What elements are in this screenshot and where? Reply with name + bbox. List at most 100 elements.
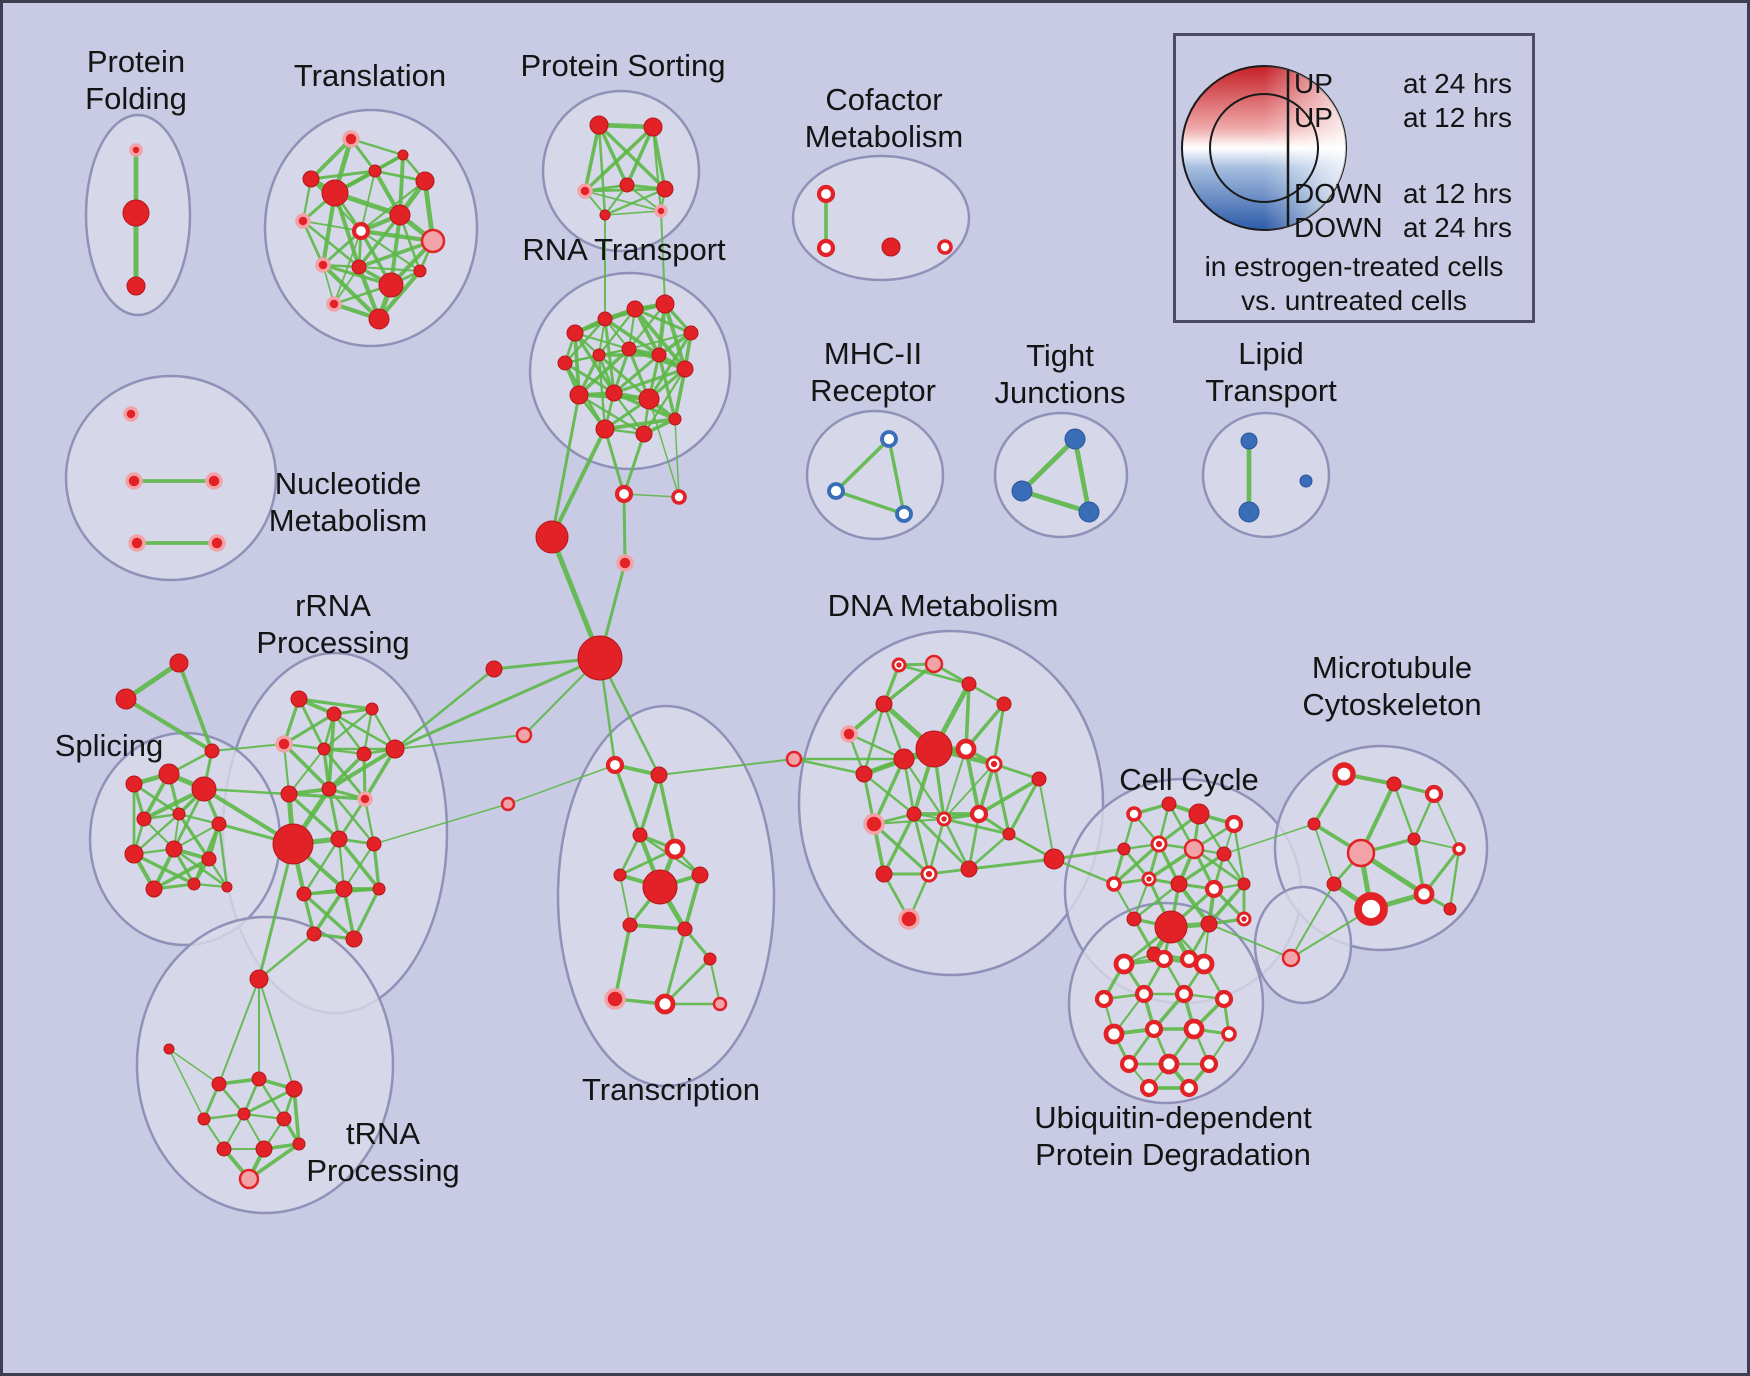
label-line: Processing	[256, 625, 410, 660]
gene-node	[621, 341, 637, 357]
edge	[964, 683, 971, 750]
legend-direction: UP	[1294, 68, 1333, 99]
gene-node	[515, 726, 533, 744]
gene-node	[1139, 1078, 1159, 1098]
edge	[124, 697, 214, 753]
edge	[583, 125, 655, 193]
edge	[327, 747, 397, 791]
edge	[604, 417, 676, 431]
edge	[350, 137, 404, 157]
gene-node	[1188, 803, 1210, 825]
gene-node	[351, 259, 367, 275]
gene-node	[557, 355, 573, 371]
edge	[550, 428, 607, 538]
gene-node	[683, 325, 699, 341]
gene-node	[163, 1043, 175, 1055]
cluster-ellipse-dna-metabolism	[797, 629, 1105, 977]
gene-node	[249, 969, 269, 989]
edge	[327, 713, 336, 790]
label-cell-cycle: Cell Cycle	[1119, 761, 1259, 798]
label-line: Translation	[293, 58, 447, 93]
label-protein-sorting: Protein Sorting	[520, 47, 725, 84]
gene-node	[1326, 876, 1342, 892]
gene-node	[668, 412, 682, 426]
edge	[942, 818, 971, 870]
edge	[968, 857, 1055, 871]
edge	[664, 958, 711, 1005]
gene-node	[924, 654, 944, 674]
edge	[1020, 437, 1077, 493]
edge	[173, 823, 220, 850]
gene-node	[676, 360, 694, 378]
cluster-ellipse-cofactor-metabolism	[791, 154, 971, 282]
gene-node	[280, 785, 298, 803]
label-line: Transcription	[581, 1072, 761, 1107]
gene-node	[1354, 892, 1388, 926]
gene-node	[115, 688, 137, 710]
gene-node	[366, 836, 382, 852]
edge	[283, 712, 335, 746]
label-lipid-transport: Lipid Transport	[1205, 335, 1337, 409]
gene-node	[592, 348, 606, 362]
edge	[1112, 842, 1161, 886]
cluster-ellipse-tight-junctions	[993, 411, 1129, 539]
edge	[683, 874, 702, 930]
gene-node	[895, 505, 913, 523]
edge	[309, 137, 353, 181]
gene-node	[589, 115, 609, 135]
edge	[628, 303, 666, 350]
edge	[360, 180, 426, 232]
edge	[360, 170, 376, 232]
gene-node	[302, 170, 320, 188]
gene-node	[368, 164, 382, 178]
edge	[628, 332, 692, 350]
gene-node	[1119, 1054, 1139, 1074]
gene-node	[204, 743, 220, 759]
label-line: Nucleotide	[274, 466, 422, 501]
gene-node	[671, 489, 687, 505]
gene-node	[1193, 953, 1215, 975]
legend-row-down-12: DOWN at 12 hrs	[1294, 178, 1512, 210]
legend-box: UP at 24 hrs UP at 12 hrs DOWN at 12 hrs…	[1173, 33, 1535, 323]
edge	[1007, 778, 1041, 835]
gene-node-core	[1146, 876, 1152, 882]
gene-node	[211, 1076, 227, 1092]
gene-node	[577, 183, 593, 199]
gene-node	[205, 472, 223, 490]
gene-node	[651, 347, 667, 363]
edge	[622, 433, 646, 495]
edge	[564, 318, 606, 364]
gene-node	[292, 1137, 306, 1151]
edge	[310, 169, 376, 181]
edge	[898, 663, 970, 686]
edge	[258, 978, 295, 1090]
edge	[1133, 883, 1180, 920]
label-translation: Translation	[294, 57, 446, 94]
gene-node	[1214, 989, 1234, 1009]
edge	[872, 822, 931, 876]
gene-node	[500, 796, 516, 812]
edge	[168, 1048, 220, 1085]
cluster-ellipse-trna-processing	[135, 915, 395, 1215]
gene-node	[1452, 842, 1466, 856]
gene-node	[211, 816, 227, 832]
edge	[550, 394, 581, 538]
label-line: Protein Sorting	[520, 48, 726, 83]
edge	[352, 888, 381, 940]
gene-node	[276, 1111, 292, 1127]
gene-node	[595, 419, 615, 439]
gene-node	[664, 838, 686, 860]
gene-node	[955, 738, 977, 760]
edge	[613, 353, 660, 395]
gene-node	[351, 221, 371, 241]
edge	[597, 124, 629, 186]
gene-node-core	[896, 662, 902, 668]
label-line: Cytoskeleton	[1302, 687, 1482, 722]
gene-node	[208, 534, 226, 552]
gene-node	[335, 880, 353, 898]
edge	[177, 813, 211, 860]
edge	[598, 353, 650, 401]
gene-node	[413, 264, 427, 278]
label-line: Ubiquitin-dependent	[1034, 1100, 1312, 1135]
gene-node	[937, 239, 953, 255]
